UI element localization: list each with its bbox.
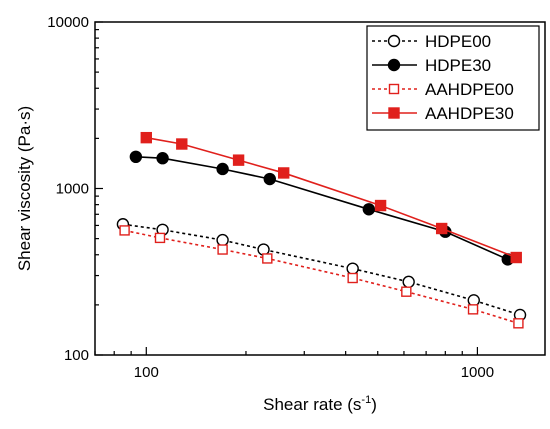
y-tick-label: 10000 [47, 14, 89, 31]
data-point [154, 232, 166, 244]
legend-label: AAHDPE30 [425, 104, 514, 123]
data-point [262, 253, 273, 264]
series-hdpe30 [129, 150, 514, 266]
data-point [216, 233, 229, 247]
series-aahdpe30 [140, 131, 522, 264]
data-point [263, 172, 276, 186]
plot-frame [94, 21, 546, 356]
legend-marker [387, 58, 401, 72]
data-point [277, 167, 290, 179]
data-point [401, 286, 412, 297]
data-point [140, 131, 152, 144]
y-axis-title: Shear viscosity (Pa·s) [15, 106, 34, 271]
data-point [232, 154, 245, 166]
legend: HDPE00 HDPE30 AAHDPE00 AAHDPE30 [366, 25, 540, 131]
data-point [176, 138, 188, 150]
data-point [402, 275, 415, 289]
data-point [156, 152, 169, 165]
y-tick-label: 100 [64, 347, 89, 364]
data-point [129, 150, 143, 164]
data-point [374, 199, 387, 212]
series-layer [116, 131, 527, 329]
series-line [122, 223, 521, 316]
legend-marker [387, 34, 401, 48]
x-axis-title: Shear rate (s-1) [263, 394, 377, 414]
x-axis-title-end: ) [371, 395, 377, 414]
x-tick-label: 100 [134, 364, 159, 381]
data-point [510, 251, 522, 264]
x-axis-title-main: Shear rate (s [263, 395, 361, 414]
data-point [513, 318, 524, 329]
x-axis-title-superscript: -1 [361, 394, 371, 406]
data-point [119, 225, 130, 236]
legend-label: HDPE00 [425, 32, 491, 51]
ticks-layer: 100 1000 100 1000 10000 [47, 14, 494, 381]
data-point [435, 222, 448, 235]
data-point [362, 203, 376, 216]
series-line [124, 229, 519, 325]
y-tick-label: 1000 [56, 181, 89, 198]
data-point [347, 272, 358, 284]
legend-label: HDPE30 [425, 56, 491, 75]
data-point [346, 262, 359, 275]
series-aahdpe00 [119, 225, 524, 329]
legend-label: AAHDPE00 [425, 80, 514, 99]
data-point [216, 162, 229, 176]
legend-marker [388, 83, 400, 95]
x-tick-label: 1000 [461, 364, 494, 381]
data-point [467, 304, 479, 315]
legend-marker [388, 107, 400, 119]
data-point [217, 244, 228, 255]
series-hdpe00 [116, 218, 527, 322]
